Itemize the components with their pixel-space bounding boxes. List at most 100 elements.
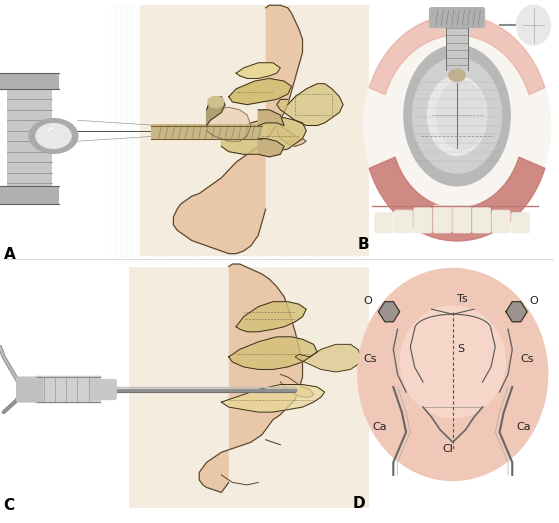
Bar: [131, 5, 137, 256]
FancyBboxPatch shape: [453, 205, 471, 233]
Polygon shape: [258, 139, 284, 157]
Bar: [364, 5, 369, 256]
Polygon shape: [207, 107, 251, 141]
Text: A: A: [4, 247, 16, 262]
Bar: [203, 5, 209, 256]
FancyBboxPatch shape: [17, 377, 42, 402]
Wedge shape: [369, 157, 545, 241]
Circle shape: [517, 5, 551, 45]
FancyBboxPatch shape: [433, 205, 452, 233]
Bar: [111, 5, 116, 256]
Text: B: B: [357, 236, 369, 252]
Polygon shape: [295, 344, 362, 372]
Polygon shape: [506, 302, 527, 322]
FancyBboxPatch shape: [151, 124, 262, 139]
Text: S: S: [457, 344, 464, 354]
Bar: [245, 5, 250, 256]
Polygon shape: [199, 264, 302, 493]
Bar: [266, 5, 271, 256]
Bar: [307, 5, 312, 256]
Bar: [116, 5, 121, 256]
Bar: [359, 5, 364, 256]
Ellipse shape: [357, 268, 548, 481]
Text: D: D: [353, 495, 366, 510]
Ellipse shape: [448, 69, 466, 82]
Text: Cs: Cs: [363, 354, 377, 364]
Bar: [312, 5, 318, 256]
FancyBboxPatch shape: [0, 73, 59, 89]
FancyBboxPatch shape: [472, 208, 491, 233]
Bar: [235, 5, 240, 256]
Bar: [188, 5, 193, 256]
Circle shape: [36, 123, 71, 149]
Text: Ca: Ca: [372, 422, 387, 431]
Bar: [343, 5, 349, 256]
FancyBboxPatch shape: [7, 84, 51, 188]
Bar: [126, 5, 132, 256]
FancyBboxPatch shape: [0, 186, 59, 204]
Polygon shape: [277, 84, 343, 126]
Bar: [291, 5, 297, 256]
Bar: [136, 5, 142, 256]
Bar: [333, 5, 338, 256]
Polygon shape: [221, 118, 306, 154]
Bar: [302, 5, 307, 256]
Ellipse shape: [400, 305, 506, 418]
FancyBboxPatch shape: [447, 7, 468, 70]
Bar: [178, 5, 183, 256]
Bar: [338, 5, 343, 256]
Ellipse shape: [404, 45, 510, 186]
FancyBboxPatch shape: [91, 380, 116, 400]
Polygon shape: [173, 5, 302, 254]
Polygon shape: [236, 63, 281, 78]
Polygon shape: [207, 97, 225, 126]
Ellipse shape: [427, 75, 487, 156]
Bar: [173, 5, 178, 256]
Polygon shape: [129, 267, 369, 507]
Bar: [250, 5, 255, 256]
Bar: [348, 5, 354, 256]
Text: C: C: [4, 498, 15, 513]
Polygon shape: [258, 110, 284, 126]
Text: O: O: [363, 296, 372, 306]
FancyBboxPatch shape: [429, 7, 485, 28]
FancyBboxPatch shape: [394, 210, 413, 233]
Polygon shape: [378, 302, 400, 322]
FancyBboxPatch shape: [492, 210, 510, 233]
Bar: [162, 5, 168, 256]
Bar: [255, 5, 261, 256]
Bar: [240, 5, 245, 256]
Bar: [219, 5, 225, 256]
Polygon shape: [281, 374, 314, 397]
Bar: [157, 5, 163, 256]
Bar: [318, 5, 323, 256]
Bar: [353, 5, 359, 256]
Bar: [209, 5, 214, 256]
Bar: [323, 5, 328, 256]
Text: Cs: Cs: [521, 354, 534, 364]
FancyBboxPatch shape: [375, 213, 393, 233]
Polygon shape: [140, 5, 369, 256]
Bar: [193, 5, 199, 256]
Ellipse shape: [436, 81, 487, 151]
Bar: [147, 5, 153, 256]
Bar: [121, 5, 126, 256]
Bar: [183, 5, 188, 256]
Bar: [276, 5, 282, 256]
Bar: [281, 5, 287, 256]
Bar: [271, 5, 276, 256]
Circle shape: [30, 119, 78, 153]
FancyBboxPatch shape: [511, 213, 530, 233]
Bar: [214, 5, 220, 256]
Bar: [328, 5, 333, 256]
Text: O: O: [529, 296, 538, 306]
Circle shape: [363, 15, 551, 236]
FancyBboxPatch shape: [414, 208, 432, 233]
Bar: [286, 5, 292, 256]
Bar: [224, 5, 230, 256]
Text: Cl: Cl: [442, 445, 453, 454]
Bar: [152, 5, 158, 256]
Circle shape: [208, 96, 224, 108]
FancyBboxPatch shape: [35, 376, 102, 403]
Polygon shape: [229, 78, 291, 105]
